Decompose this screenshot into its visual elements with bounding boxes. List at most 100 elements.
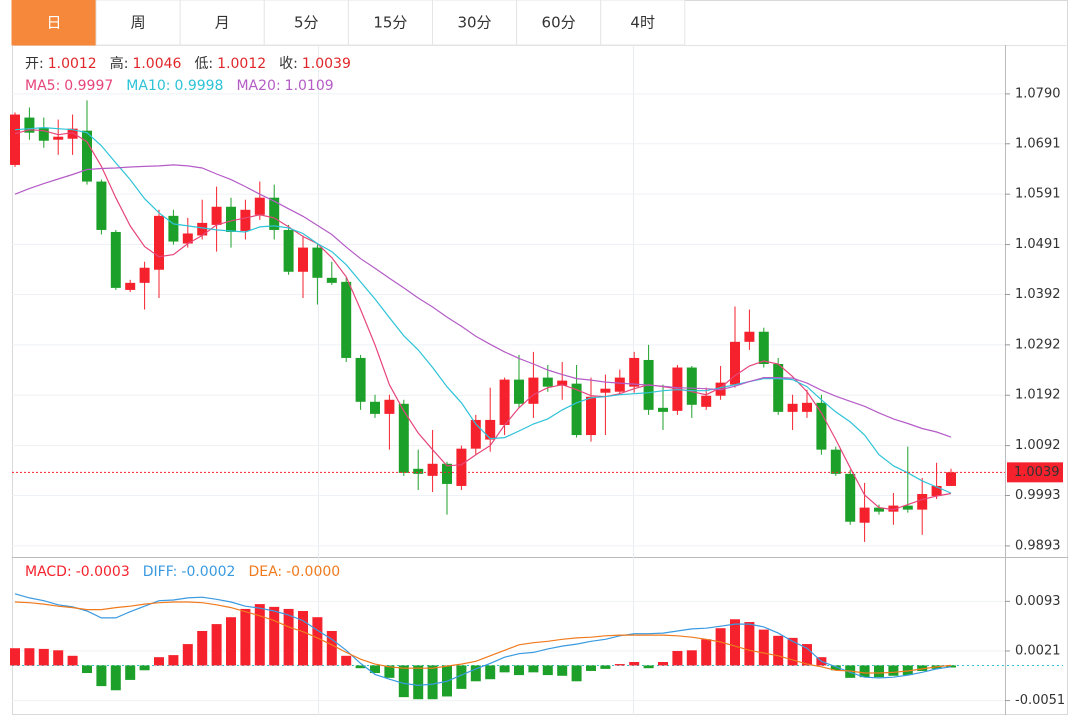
axis: 1.0790 1.0691 1.0591 1.0491 1.0392 1.0292 1.01… (1005, 86, 1065, 708)
tab-label[interactable]: 5分 (294, 14, 319, 32)
y-tick-label: 1.0691 (1015, 136, 1061, 151)
macd-bar (154, 657, 164, 666)
macd-bar (629, 662, 640, 666)
y-tick-label: 0.9893 (1015, 538, 1061, 553)
candle-body (398, 403, 409, 473)
indicator-line (14, 593, 952, 687)
candle-body (629, 357, 640, 387)
macd-bar (686, 650, 697, 666)
tab-label[interactable]: 30分 (457, 14, 491, 32)
macd-bar (326, 630, 337, 666)
readout-value: 1.0109 (285, 78, 334, 94)
tab-bg[interactable] (11, 0, 97, 46)
macd-bar (658, 662, 668, 666)
candle-body (110, 231, 121, 288)
macd-bar (254, 604, 265, 666)
macd-bar (384, 665, 395, 678)
macd-bar (758, 629, 769, 666)
plot (10, 100, 1005, 700)
candle-body (499, 379, 510, 425)
macd-bar (82, 665, 92, 674)
y-tick-label: 1.0591 (1015, 187, 1061, 202)
macd-bar (514, 665, 524, 676)
tab-label[interactable]: 15分 (373, 14, 407, 32)
candle-body (211, 206, 222, 225)
macd-bar (110, 665, 121, 691)
candle-body (226, 206, 236, 232)
candle-body (125, 282, 136, 290)
tab-label[interactable]: 4时 (630, 14, 655, 32)
macd-bar (701, 639, 712, 666)
last-price-label: 1.0039 (1014, 465, 1060, 480)
readout-label: MA10: (126, 78, 170, 94)
readout-label: DIFF: (143, 564, 178, 580)
y-tick-label: 1.0491 (1015, 237, 1061, 252)
candle-body (442, 463, 452, 484)
macd-bar (355, 665, 366, 669)
readout-value: 1.0012 (217, 56, 266, 72)
macd-bar (571, 665, 582, 682)
macd-bar (312, 617, 323, 666)
candle-body (413, 468, 424, 474)
readout-label: MA20: (236, 78, 280, 94)
macd-bar (456, 665, 467, 689)
tab-bg[interactable] (263, 0, 349, 46)
candle-body (24, 117, 35, 133)
candle-body (701, 395, 712, 407)
candle-body (902, 505, 913, 510)
macd-bar (398, 665, 409, 698)
macd-bar (211, 624, 222, 666)
macd-bar (125, 665, 136, 680)
candle-body (326, 277, 337, 283)
tab-label[interactable]: 周 (131, 14, 146, 32)
macd-bar (53, 650, 64, 666)
candle-body (600, 388, 611, 393)
macd-bar (802, 644, 812, 666)
macd-bar (557, 665, 568, 676)
indicator-line (14, 601, 952, 674)
candle-body (38, 127, 49, 141)
candle-body (514, 379, 524, 404)
candle-body (542, 377, 553, 387)
tab-label[interactable]: 日 (46, 14, 61, 32)
tab-bg[interactable] (432, 0, 518, 46)
candle-body (10, 114, 20, 165)
macd-bar (182, 644, 193, 666)
macd-bar (67, 655, 78, 666)
candle-body (470, 419, 481, 449)
macd-bar (528, 665, 539, 673)
macd-bar (370, 665, 380, 674)
y-tick-label: 1.0392 (1015, 287, 1061, 302)
candle-body (888, 505, 899, 512)
candle-body (557, 380, 568, 386)
candle-body (845, 473, 856, 522)
tab-bg[interactable] (600, 0, 686, 46)
candle-body (283, 229, 294, 272)
candle-body (586, 396, 596, 436)
y-tick-label: 0.0093 (1015, 594, 1061, 609)
tab-label[interactable]: 月 (215, 14, 230, 32)
macd-bar (946, 665, 956, 668)
candle-body (658, 407, 668, 412)
macd-bar (672, 650, 683, 666)
candle-body (571, 383, 582, 436)
macd-bar (427, 665, 438, 700)
macd-bar (614, 664, 625, 666)
macd-bar (643, 665, 654, 669)
macd-bar (600, 665, 611, 669)
candle-body (686, 367, 697, 405)
candle-body (787, 403, 798, 412)
tab-label[interactable]: 60分 (542, 14, 576, 32)
candle-body (427, 463, 438, 476)
candle-body (341, 281, 352, 358)
readout-label: 收: (279, 56, 298, 72)
macd-bar (96, 665, 107, 687)
macd-bar (730, 619, 740, 666)
macd-bar (139, 665, 150, 671)
macd-bar (542, 665, 553, 676)
candle-body (931, 485, 942, 497)
candle-body (154, 215, 164, 270)
candle-body (773, 363, 784, 412)
